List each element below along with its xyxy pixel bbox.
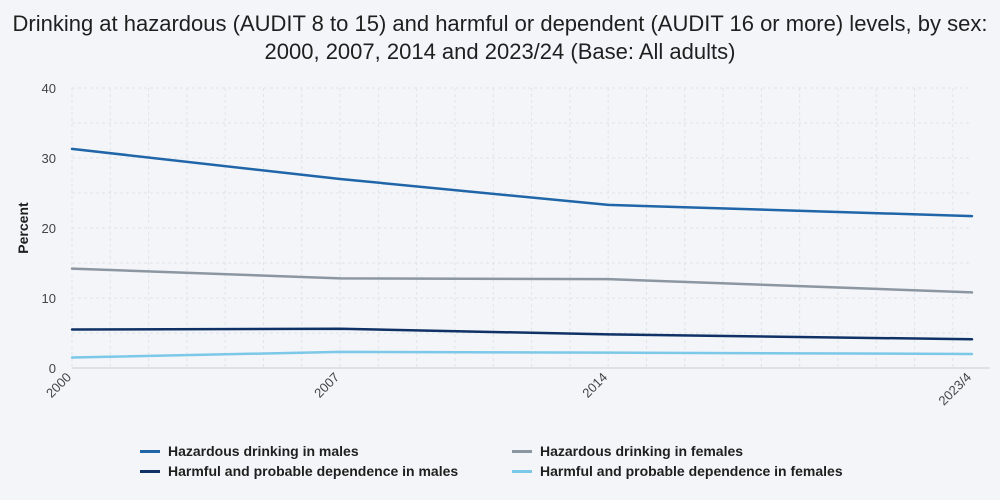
series-line-4 bbox=[70, 350, 974, 359]
grid-lines bbox=[71, 87, 972, 369]
chart-title: Drinking at hazardous (AUDIT 8 to 15) an… bbox=[12, 11, 988, 64]
series-line-1 bbox=[70, 147, 974, 218]
legend-item: Harmful and probable dependence in femal… bbox=[512, 462, 884, 480]
axes: 0 10 20 30 40 2000 2007 2014 2023/4 bbox=[42, 81, 990, 408]
legend-item: Hazardous drinking in males bbox=[140, 442, 512, 460]
legend-swatch bbox=[512, 469, 532, 473]
legend-label: Harmful and probable dependence in males bbox=[168, 463, 459, 479]
y-tick-label: 0 bbox=[49, 361, 56, 376]
legend-label: Harmful and probable dependence in femal… bbox=[540, 463, 843, 479]
y-tick-label: 10 bbox=[42, 291, 56, 306]
legend-swatch bbox=[512, 449, 532, 453]
x-tick-label: 2007 bbox=[311, 370, 342, 401]
series-line-2 bbox=[70, 267, 974, 294]
legend-swatch bbox=[140, 469, 160, 473]
y-tick-label: 30 bbox=[42, 151, 56, 166]
y-tick-label: 40 bbox=[42, 81, 56, 96]
series-lines bbox=[70, 147, 974, 359]
x-tick-label: 2014 bbox=[579, 370, 610, 401]
y-tick-label: 20 bbox=[42, 221, 56, 236]
series-line-3 bbox=[70, 327, 974, 341]
legend-item: Hazardous drinking in females bbox=[512, 442, 884, 460]
legend-item: Harmful and probable dependence in males bbox=[140, 462, 512, 480]
legend-swatch bbox=[140, 449, 160, 453]
y-axis-label: Percent bbox=[15, 202, 31, 254]
x-tick-label: 2023/4 bbox=[935, 370, 974, 409]
legend-label: Hazardous drinking in females bbox=[540, 443, 744, 459]
chart-legend: Hazardous drinking in males Hazardous dri… bbox=[140, 442, 900, 480]
x-tick-label: 2000 bbox=[43, 370, 74, 401]
legend-label: Hazardous drinking in males bbox=[168, 443, 359, 459]
